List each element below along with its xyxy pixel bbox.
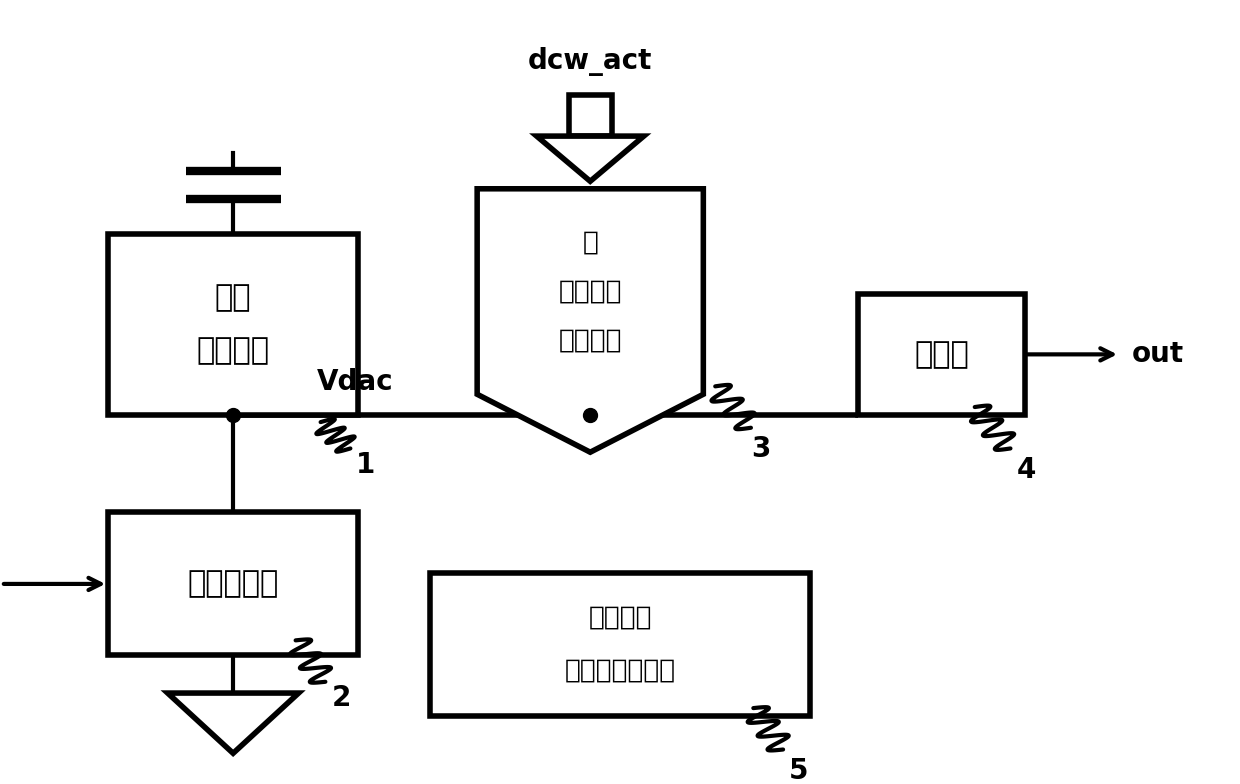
Bar [858, 294, 1024, 415]
Text: dcw_act: dcw_act [528, 47, 652, 76]
Text: 时钟和控制信号: 时钟和控制信号 [564, 658, 676, 684]
Text: Vdac: Vdac [316, 368, 393, 396]
Text: 放电负载: 放电负载 [197, 336, 269, 365]
Text: 缓冲器: 缓冲器 [914, 340, 968, 368]
Text: 器: 器 [583, 230, 598, 256]
Text: 数模转换: 数模转换 [558, 278, 622, 304]
Bar [108, 513, 358, 655]
Text: out: out [1132, 340, 1184, 368]
Bar [429, 572, 811, 716]
Text: 1: 1 [356, 451, 376, 479]
Polygon shape [537, 136, 644, 181]
Polygon shape [477, 189, 703, 452]
Polygon shape [167, 693, 299, 753]
Text: 电容: 电容 [215, 284, 252, 312]
Text: 2: 2 [331, 684, 351, 712]
Text: 产生电路: 产生电路 [588, 604, 652, 631]
Text: 3: 3 [751, 435, 770, 463]
Text: 放电电流源: 放电电流源 [187, 569, 279, 598]
Text: 5: 5 [789, 757, 808, 784]
Bar [108, 234, 358, 415]
Text: 4: 4 [1017, 456, 1035, 484]
Text: 开关电容: 开关电容 [558, 328, 622, 354]
Bar [569, 95, 611, 136]
